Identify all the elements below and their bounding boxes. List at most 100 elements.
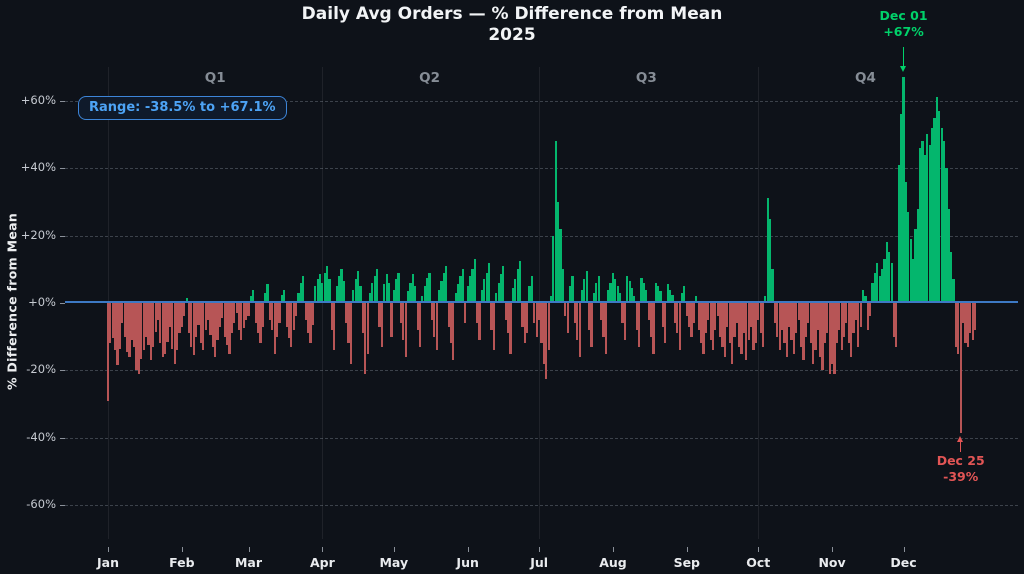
day-bar — [459, 276, 462, 303]
day-bar — [259, 303, 262, 344]
day-bar — [707, 303, 710, 320]
day-bar — [318, 274, 322, 303]
day-bar — [414, 286, 417, 303]
day-bar — [900, 114, 903, 303]
day-bar — [690, 303, 693, 337]
day-bar — [942, 141, 946, 303]
day-bar — [190, 303, 193, 347]
day-bar — [780, 303, 784, 330]
day-bar — [907, 211, 910, 303]
day-bar — [869, 303, 872, 317]
day-bar — [578, 303, 581, 357]
day-bar — [411, 274, 414, 303]
day-bar — [197, 303, 200, 325]
day-bar — [183, 303, 186, 317]
day-bar — [911, 259, 915, 303]
day-bar — [881, 269, 884, 303]
day-bar — [395, 279, 398, 303]
day-bar — [659, 291, 662, 303]
day-bar — [309, 303, 312, 344]
x-tick-label: Nov — [818, 555, 846, 570]
day-bar — [823, 303, 827, 344]
chart-title-block: Daily Avg Orders — % Difference from Mea… — [0, 4, 1024, 46]
day-bar — [614, 279, 617, 303]
day-bar — [223, 303, 226, 337]
x-tick-mark — [903, 547, 905, 552]
day-bar — [752, 303, 755, 351]
y-tick-label: -40% — [26, 429, 56, 444]
day-bar — [409, 282, 412, 303]
day-bar — [588, 303, 591, 330]
day-bar — [228, 303, 231, 354]
day-bar — [740, 303, 743, 354]
day-bar — [359, 286, 362, 303]
day-bar — [378, 303, 381, 327]
x-tick-label: Dec — [890, 555, 917, 570]
day-bar — [185, 297, 188, 303]
day-bar — [619, 292, 622, 303]
day-bar — [957, 303, 960, 354]
day-bar — [511, 287, 514, 303]
day-bar — [499, 274, 503, 303]
day-bar — [542, 303, 545, 364]
day-bar — [773, 303, 776, 324]
y-tick-mark — [60, 505, 65, 507]
day-bar — [564, 303, 567, 317]
day-bar — [673, 303, 676, 324]
day-bar — [935, 97, 938, 303]
day-bar — [599, 303, 603, 320]
day-bar — [304, 303, 307, 320]
x-tick-label: Jun — [456, 555, 479, 570]
y-tick-label: -60% — [26, 497, 56, 512]
day-bar — [114, 303, 117, 351]
day-bar — [711, 303, 715, 351]
day-bar — [292, 303, 295, 330]
day-bar — [540, 303, 543, 344]
day-bar — [261, 303, 264, 327]
day-bar — [252, 289, 255, 303]
day-bar — [242, 303, 245, 329]
peak-annotation-arrow — [902, 47, 905, 66]
x-tick-label: Aug — [599, 555, 627, 570]
day-bar — [645, 289, 648, 303]
day-bar — [838, 303, 841, 330]
day-bar — [225, 303, 229, 346]
day-bar — [885, 242, 888, 303]
day-bar — [476, 303, 479, 324]
day-bar — [173, 303, 176, 364]
day-bar — [118, 303, 121, 349]
day-bar — [514, 279, 517, 303]
day-bar — [354, 279, 357, 303]
day-bar — [368, 292, 372, 303]
h-gridline — [65, 437, 1018, 439]
day-bar — [128, 303, 131, 357]
day-bar — [638, 303, 641, 347]
day-bar — [816, 303, 819, 330]
day-bar — [154, 303, 157, 332]
day-bar — [178, 303, 181, 334]
zero-baseline — [65, 301, 1018, 303]
day-bar — [947, 208, 950, 303]
trough-annotation-arrowhead-icon — [957, 435, 964, 442]
day-bar — [502, 265, 505, 303]
day-bar — [240, 303, 243, 341]
day-bar — [852, 303, 855, 334]
day-bar — [811, 303, 815, 364]
peak-annotation: Dec 01 +67% — [859, 8, 949, 40]
day-bar — [125, 303, 129, 352]
day-bar — [326, 265, 329, 303]
day-bar — [168, 303, 172, 327]
day-bar — [790, 303, 793, 341]
day-bar — [754, 303, 757, 344]
y-tick-mark — [60, 168, 65, 170]
day-bar — [271, 303, 274, 330]
x-tick-mark — [467, 547, 469, 552]
day-bar — [430, 303, 434, 320]
day-bar — [866, 303, 869, 330]
day-bar — [683, 286, 686, 303]
day-bar — [423, 286, 426, 303]
day-bar — [342, 281, 345, 303]
day-bar — [854, 303, 857, 320]
day-bar — [237, 303, 241, 330]
day-bar — [721, 303, 724, 347]
